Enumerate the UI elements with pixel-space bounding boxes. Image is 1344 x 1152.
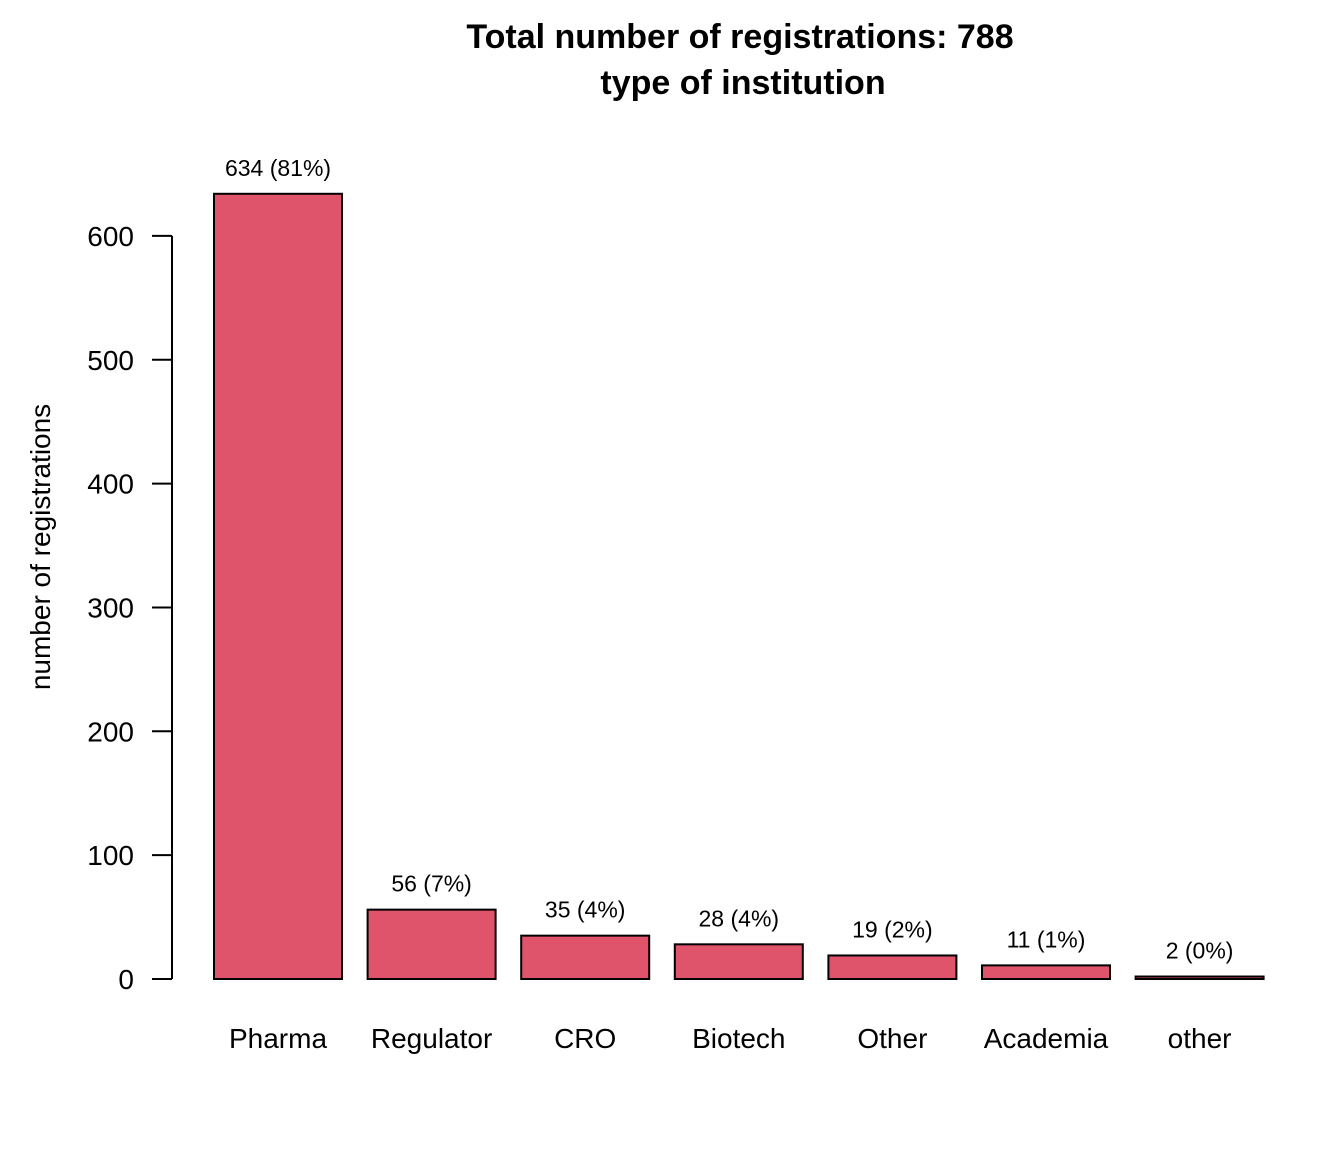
x-axis-category-labels: Pharma Regulator CRO Biotech Other Academia ot…: [229, 1023, 1232, 1054]
y-axis-label: number of registrations: [25, 404, 56, 690]
bar-value-label: 19 (2%): [852, 916, 933, 942]
x-category-label: Academia: [984, 1023, 1109, 1054]
bar: [520, 934, 651, 981]
bar-value-label: 2 (0%): [1166, 938, 1234, 964]
bar: [827, 954, 958, 981]
y-tick-label: 500: [87, 345, 134, 376]
x-category-label: other: [1168, 1023, 1232, 1054]
x-category-label: Biotech: [692, 1023, 785, 1054]
y-tick-label: 100: [87, 840, 134, 871]
y-tick-label: 600: [87, 221, 134, 252]
bar-value-label: 56 (7%): [391, 871, 472, 897]
bar-value-label: 28 (4%): [699, 905, 780, 931]
bars-group: [213, 192, 1265, 981]
chart-title: Total number of registrations: 788: [466, 18, 1013, 56]
bar: [1134, 975, 1265, 981]
bar: [366, 908, 497, 980]
y-tick-label: 300: [87, 592, 134, 623]
bar-value-labels: 634 (81%) 56 (7%) 35 (4%) 28 (4%) 19 (2%) 11 …: [225, 155, 1234, 964]
y-tick-label: 0: [118, 964, 134, 995]
x-category-label: Pharma: [229, 1023, 327, 1054]
x-category-label: Regulator: [371, 1023, 492, 1054]
bar-value-label: 11 (1%): [1007, 926, 1086, 952]
y-tick-label: 400: [87, 469, 134, 500]
x-category-label: CRO: [554, 1023, 616, 1054]
bar: [673, 943, 804, 981]
bar-value-label: 35 (4%): [545, 897, 626, 923]
bar: [213, 192, 343, 980]
bar: [981, 964, 1111, 981]
bar-value-label: 634 (81%): [225, 155, 331, 181]
x-category-label: Other: [857, 1023, 927, 1054]
y-tick-label: 200: [87, 716, 134, 747]
chart-subtitle: type of institution: [600, 64, 885, 102]
y-axis-ticks: 0 100 200 300 400 500 600: [87, 221, 172, 995]
